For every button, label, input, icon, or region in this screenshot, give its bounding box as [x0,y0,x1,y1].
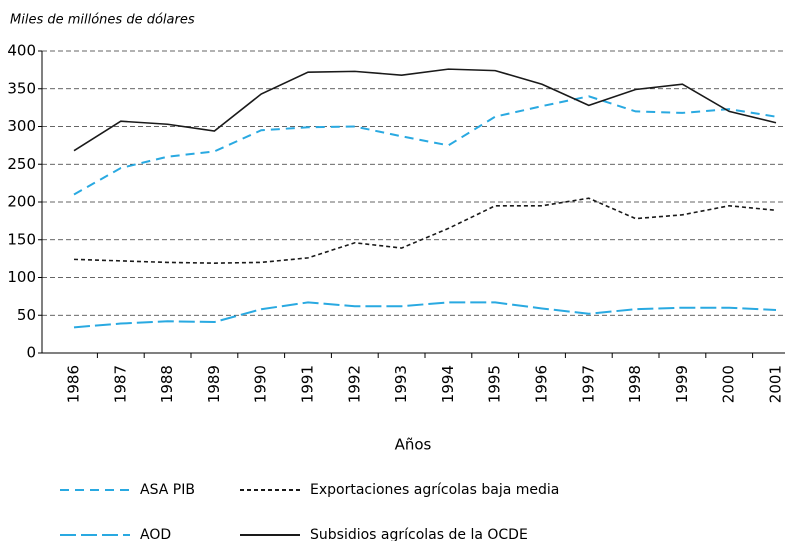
x-tick-label: 1993 [392,365,410,403]
legend-label: Exportaciones agrícolas baja media [310,482,559,498]
y-tick-label: 0 [26,344,36,362]
x-axis-title: Años [395,436,432,454]
y-tick-label: 350 [7,79,36,97]
line [73,197,777,264]
x-tick-label: 2001 [767,365,785,403]
x-tick-label: 1995 [486,365,504,403]
line [73,95,777,196]
x-tick-label: 1999 [673,365,691,403]
legend-label: Subsidios agrícolas de la OCDE [310,527,528,541]
x-tick-label: 1994 [439,365,457,403]
y-tick-label: 100 [7,268,36,286]
x-tick-label: 1989 [205,365,223,403]
y-tick-label: 300 [7,117,36,135]
y-axis-title: Miles de millónes de dólares [10,13,195,28]
x-tick-label: 1988 [158,365,176,403]
y-tick-label: 250 [7,155,36,173]
y-tick-label: 150 [7,230,36,248]
x-tick-label: 1992 [345,365,363,403]
y-tick-label: 400 [7,42,36,60]
x-tick-label: 1990 [252,365,270,403]
line [73,301,777,329]
x-tick-label: 1997 [579,365,597,403]
x-tick-label: 1987 [111,365,129,403]
x-tick-label: 2000 [720,365,738,403]
x-tick-label: 1986 [65,365,83,403]
x-tick-label: 1991 [299,365,317,403]
legend-label: AOD [140,527,171,541]
line [73,68,777,152]
x-tick-label: 1998 [626,365,644,403]
x-tick-label: 1996 [533,365,551,403]
y-tick-label: 200 [7,193,36,211]
legend-label: ASA PIB [140,482,195,498]
y-tick-label: 50 [17,306,36,324]
